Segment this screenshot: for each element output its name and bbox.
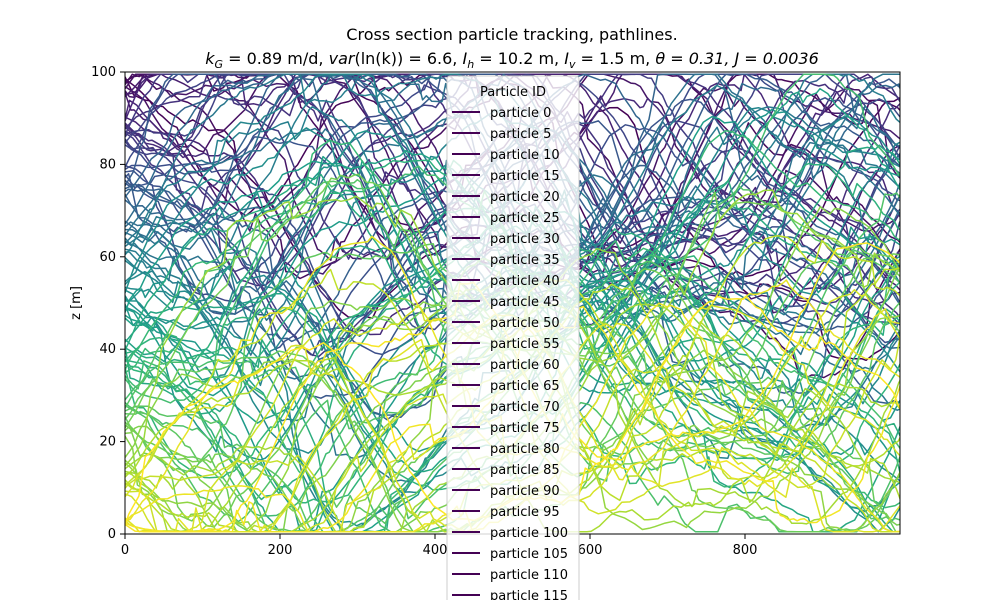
y-tick-label: 60 xyxy=(99,250,116,265)
y-tick-label: 80 xyxy=(99,157,116,172)
legend-entry-label: particle 75 xyxy=(490,421,560,436)
legend-entry-label: particle 10 xyxy=(490,148,560,163)
legend-entry-label: particle 105 xyxy=(490,547,568,562)
legend-entry-label: particle 65 xyxy=(490,379,560,394)
x-tick-label: 600 xyxy=(578,543,603,558)
legend-entry-label: particle 25 xyxy=(490,211,560,226)
y-tick-label: 100 xyxy=(91,65,116,80)
y-tick-label: 20 xyxy=(99,435,116,450)
chart-title: Cross section particle tracking, pathlin… xyxy=(346,25,677,44)
legend-entry-label: particle 0 xyxy=(490,106,551,121)
x-axis: 0 200 400 600 800 xyxy=(121,534,758,558)
legend-entry-label: particle 100 xyxy=(490,526,568,541)
legend-entry-label: particle 95 xyxy=(490,505,560,520)
legend-entry-label: particle 115 xyxy=(490,589,568,600)
legend-entry-label: particle 60 xyxy=(490,358,560,373)
legend-entry-label: particle 35 xyxy=(490,253,560,268)
legend-entry-label: particle 55 xyxy=(490,337,560,352)
legend-entry-label: particle 5 xyxy=(490,127,551,142)
legend-entry-label: particle 90 xyxy=(490,484,560,499)
y-axis: 0 20 40 60 80 100 xyxy=(91,65,125,542)
legend-entry-label: particle 50 xyxy=(490,316,560,331)
legend-entry-label: particle 40 xyxy=(490,274,560,289)
legend-entry-label: particle 80 xyxy=(490,442,560,457)
legend-entry-label: particle 85 xyxy=(490,463,560,478)
y-tick-label: 0 xyxy=(108,527,116,542)
chart-subtitle: kG = 0.89 m/d, var(ln(k)) = 6.6, Ih = 10… xyxy=(205,49,819,71)
x-tick-label: 0 xyxy=(121,543,129,558)
legend-box xyxy=(446,75,580,600)
y-tick-label: 40 xyxy=(99,342,116,357)
x-tick-label: 800 xyxy=(733,543,758,558)
legend-items: particle 0 particle 5 particle 10 particle … xyxy=(452,106,568,600)
x-tick-label: 200 xyxy=(268,543,293,558)
legend-title: Particle ID xyxy=(480,85,546,100)
legend-entry-label: particle 20 xyxy=(490,190,560,205)
legend-entry-label: particle 30 xyxy=(490,232,560,247)
y-axis-label: z [m] xyxy=(69,286,84,320)
x-tick-label: 400 xyxy=(423,543,448,558)
legend-entry-label: particle 45 xyxy=(490,295,560,310)
legend-entry-label: particle 110 xyxy=(490,568,568,583)
legend-entry-label: particle 70 xyxy=(490,400,560,415)
legend-entry-label: particle 15 xyxy=(490,169,560,184)
